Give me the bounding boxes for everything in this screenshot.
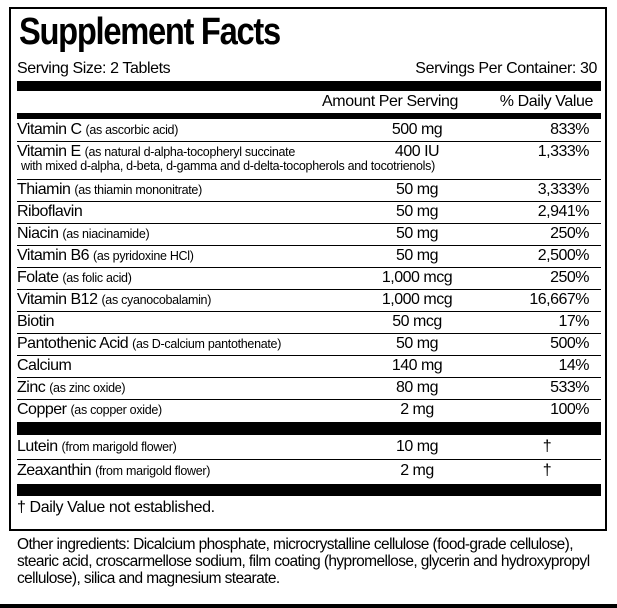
footnote: † Daily Value not established.	[17, 499, 215, 516]
nutrient-row: Calcium 140 mg 14%	[17, 356, 601, 378]
nutrient-row: Biotin 50 mcg 17%	[17, 312, 601, 334]
amount-header: Amount Per Serving	[322, 93, 458, 110]
supplement-facts-panel: Supplement Facts Serving Size: 2 Tablets…	[9, 7, 607, 531]
other-row: Zeaxanthin (from marigold flower) 2 mg †	[17, 462, 552, 479]
serving-size: Serving Size: 2 Tablets	[17, 60, 171, 77]
other-ingredients: Other ingredients: Dicalcium phosphate, …	[17, 536, 590, 587]
panel-title: Supplement Facts	[19, 11, 281, 53]
nutrient-row: Vitamin E (as natural d-alpha-tocopheryl…	[17, 142, 601, 180]
nutrient-row: Vitamin B12 (as cyanocobalamin) 1,000 mcg…	[17, 290, 601, 312]
nutrient-row: Thiamin (as thiamin mononitrate) 50 mg 3,3…	[17, 180, 601, 202]
nutrient-row: Folate (as folic acid) 1,000 mcg 250%	[17, 268, 601, 290]
nutrient-row: Niacin (as niacinamide) 50 mg 250%	[17, 224, 601, 246]
nutrient-row: Vitamin C (as ascorbic acid) 500 mg 833%	[17, 120, 601, 142]
nutrient-row: Zinc (as zinc oxide) 80 mg 533%	[17, 378, 601, 400]
thick-divider	[17, 113, 601, 119]
nutrient-row: Pantothenic Acid (as D-calcium pantothen…	[17, 334, 601, 356]
nutrient-row: Riboflavin 50 mg 2,941%	[17, 202, 601, 224]
other-row: Lutein (from marigold flower) 10 mg †	[17, 437, 601, 460]
nutrient-row: Copper (as copper oxide) 2 mg 100%	[17, 401, 589, 418]
bottom-rule	[0, 604, 617, 608]
nutrient-row: Vitamin B6 (as pyridoxine HCl) 50 mg 2,500…	[17, 246, 601, 268]
thick-divider	[17, 81, 601, 91]
thick-divider	[17, 422, 601, 435]
dv-header: % Daily Value	[499, 93, 594, 110]
servings-per-container: Servings Per Container: 30	[415, 60, 597, 77]
thick-divider	[17, 484, 601, 496]
